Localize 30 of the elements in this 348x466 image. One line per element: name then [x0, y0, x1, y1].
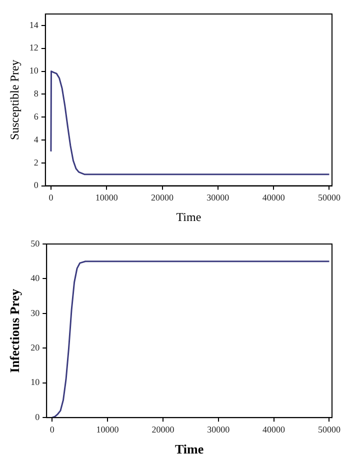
x-axis-title: Time [176, 210, 202, 224]
y-tick-label: 8 [34, 88, 39, 99]
x-tick-label: 50000 [318, 192, 341, 203]
y-tick-label: 10 [29, 66, 39, 76]
x-tick-label: 40000 [262, 424, 286, 434]
x-tick-label: 40000 [262, 192, 286, 203]
y-tick-label: 0 [35, 412, 40, 422]
y-axis-title: Infectious Prey [7, 288, 22, 373]
y-tick-label: 40 [30, 273, 40, 284]
x-tick-label: 30000 [206, 192, 230, 203]
x-tick-label: 0 [50, 424, 55, 434]
y-tick-label: 10 [30, 377, 40, 388]
x-tick-label: 30000 [207, 424, 230, 434]
x-tick-label: 10000 [95, 192, 118, 203]
y-tick-label: 12 [29, 42, 38, 53]
x-tick-label: 50000 [318, 424, 341, 434]
x-tick-label: 20000 [152, 424, 175, 434]
y-tick-label: 0 [34, 180, 39, 190]
y-tick-label: 6 [34, 111, 39, 122]
y-tick-label: 20 [30, 342, 40, 353]
y-tick-label: 4 [34, 134, 39, 144]
x-tick-label: 20000 [151, 192, 174, 203]
y-tick-label: 2 [34, 157, 38, 168]
y-axis-title: Susceptible Prey [7, 60, 22, 140]
y-tick-label: 14 [29, 20, 39, 30]
x-tick-label: 10000 [96, 424, 120, 434]
y-tick-label: 30 [30, 308, 40, 318]
x-tick-label: 0 [48, 192, 54, 203]
x-axis-title: Time [174, 442, 204, 457]
y-tick-label: 50 [30, 238, 40, 248]
